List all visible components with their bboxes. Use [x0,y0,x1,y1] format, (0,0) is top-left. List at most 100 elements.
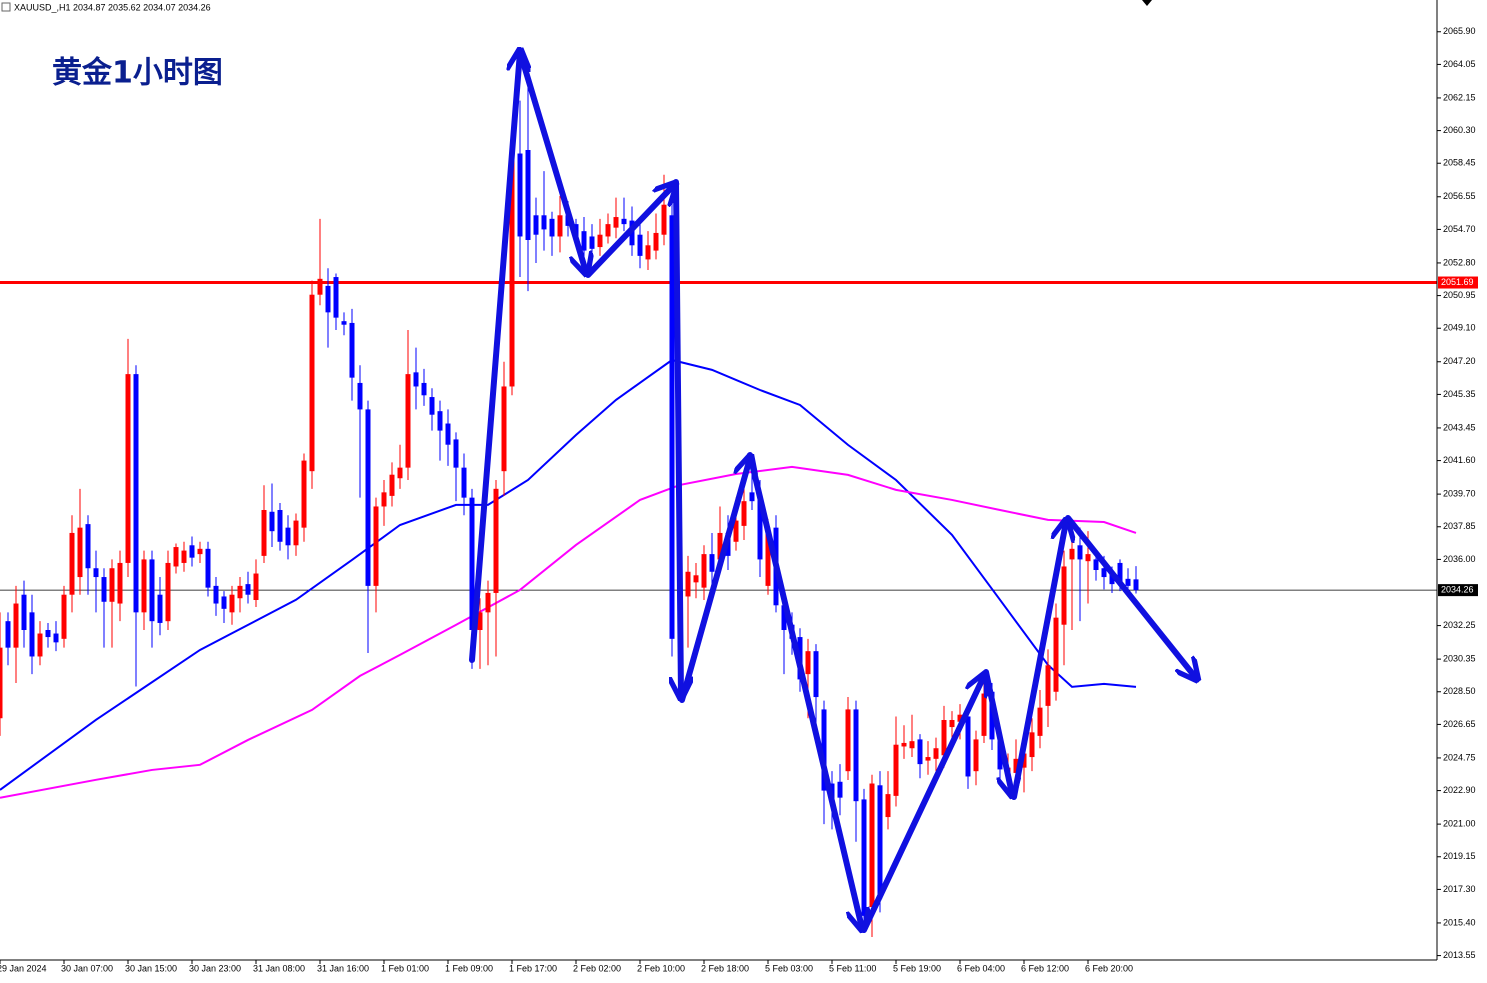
y-tick-label: 2037.85 [1443,521,1476,531]
candle-body [1013,758,1019,773]
candle-body [997,741,1003,770]
y-tick-label: 2049.10 [1443,323,1476,333]
candle-body [813,651,819,698]
candle-body [509,150,515,387]
candle-body [197,548,203,555]
y-tick-label: 2026.65 [1443,719,1476,729]
candle-body [581,231,587,251]
candle-body [517,153,523,237]
candle-body [853,709,859,802]
arrow [585,185,674,278]
candle-body [605,224,611,237]
candle-body [597,234,603,248]
candle-body [245,584,251,595]
candle-body [693,575,699,583]
y-tick-label: 2028.50 [1443,686,1476,696]
y-tick-label: 2036.00 [1443,554,1476,564]
last-price-box [1438,584,1478,597]
arrow [747,452,862,928]
candle-body [645,245,651,260]
x-tick-label: 2 Feb 10:00 [637,963,685,973]
y-tick-label: 2050.95 [1443,290,1476,300]
candle-body [437,411,443,431]
candle-body [133,374,139,613]
candle-body [709,554,715,572]
y-tick-label: 2024.75 [1443,752,1476,762]
x-tick-label: 2 Feb 02:00 [573,963,621,973]
candle-body [885,794,891,818]
candle-body [653,232,659,251]
candle-body [421,382,427,396]
y-tick-label: 2039.70 [1443,488,1476,498]
candle-body [29,612,35,657]
candle-body [237,585,243,599]
x-tick-label: 1 Feb 09:00 [445,963,493,973]
arrow [861,676,984,933]
candle-body [381,492,387,507]
candle-body [805,651,811,675]
candle-body [325,285,331,313]
x-tick-label: 1 Feb 01:00 [381,963,429,973]
trend-arrows [469,49,1196,933]
candle-body [429,397,435,415]
arrow [469,52,520,663]
candle-body [1061,566,1067,625]
candle-body [0,647,3,719]
candle-body [213,585,219,604]
y-tick-label: 2047.20 [1443,356,1476,366]
candle-body [173,547,179,567]
candle-body [365,409,371,586]
candle-body [1101,568,1107,578]
candle-body [893,744,899,796]
candle-body [501,386,507,472]
candle-body [837,781,843,798]
candle-body [397,467,403,479]
y-tick-label: 2056.55 [1443,191,1476,201]
candle-body [525,150,531,240]
candle-body [765,527,771,586]
candle-body [701,554,707,588]
arrow [517,49,586,272]
candle-body [869,783,875,908]
symbol-icon [1,2,11,12]
candle-body [109,568,115,602]
y-tick-label: 2052.80 [1443,257,1476,267]
candle-body [261,510,267,556]
candle-body [1077,545,1083,560]
candle-body [53,633,59,643]
candle-body [189,545,195,558]
candle-body [917,739,923,765]
x-tick-label: 1 Feb 17:00 [509,963,557,973]
candle-body [661,204,667,235]
candle-body [613,217,619,228]
candle-body [877,785,883,899]
y-tick-label: 2045.35 [1443,389,1476,399]
candle-body [781,605,787,630]
candle-body [165,562,171,622]
candle-body [1117,562,1123,583]
candle-body [37,633,43,657]
candle-body [749,492,755,502]
candle-body [1029,732,1035,758]
candle-body [45,630,51,638]
candle-body [925,757,931,761]
candle-body [69,532,75,595]
y-tick-label: 2062.15 [1443,92,1476,102]
x-tick-label: 5 Feb 19:00 [893,963,941,973]
candle-body [461,467,467,498]
candle-body [181,550,187,563]
arrow [1011,522,1066,800]
candle-body [453,439,459,468]
candle-body [341,321,347,325]
candle-body [685,571,691,597]
x-tick-label: 30 Jan 23:00 [189,963,241,973]
shift-marker [1142,0,1152,6]
x-tick-label: 29 Jan 2024 [0,963,47,973]
candle-body [469,497,475,630]
candle-body [477,612,483,630]
candle-body [61,594,67,639]
candle-body [1069,548,1075,560]
y-tick-label: 2019.15 [1443,851,1476,861]
candle-body [269,511,275,532]
x-tick-label: 2 Feb 18:00 [701,963,749,973]
